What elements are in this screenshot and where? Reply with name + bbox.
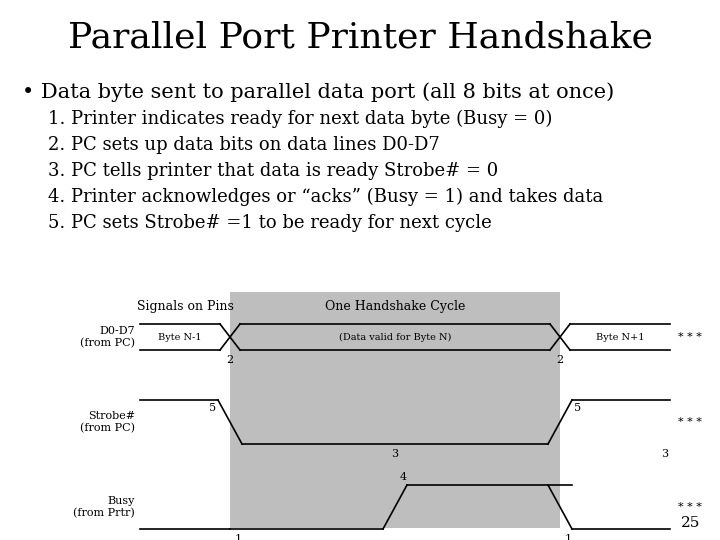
Text: Busy
(from Prtr): Busy (from Prtr) [73, 496, 135, 518]
Text: 4. Printer acknowledges or “acks” (Busy = 1) and takes data: 4. Printer acknowledges or “acks” (Busy … [48, 188, 603, 206]
Text: * * *: * * * [678, 417, 702, 427]
Text: 5: 5 [209, 403, 216, 413]
Text: Byte N+1: Byte N+1 [595, 333, 644, 341]
Text: (Data valid for Byte N): (Data valid for Byte N) [339, 333, 451, 342]
Text: 5: 5 [574, 403, 581, 413]
Text: 4: 4 [400, 472, 407, 482]
Text: Byte N-1: Byte N-1 [158, 333, 202, 341]
Text: * * *: * * * [678, 502, 702, 512]
Text: Signals on Pins: Signals on Pins [137, 300, 233, 313]
Text: 2. PC sets up data bits on data lines D0-D7: 2. PC sets up data bits on data lines D0… [48, 136, 440, 154]
Text: Parallel Port Printer Handshake: Parallel Port Printer Handshake [68, 20, 652, 54]
Text: 25: 25 [680, 516, 700, 530]
Text: 3: 3 [662, 449, 669, 459]
Bar [230, 292, 560, 528]
Text: 2: 2 [226, 355, 233, 365]
Text: Strobe#
(from PC): Strobe# (from PC) [80, 411, 135, 433]
Text: 1: 1 [565, 534, 572, 540]
Text: * * *: * * * [678, 332, 702, 342]
Text: 1. Printer indicates ready for next data byte (Busy = 0): 1. Printer indicates ready for next data… [48, 110, 552, 128]
Text: 1: 1 [235, 534, 242, 540]
Text: 2: 2 [557, 355, 564, 365]
Text: One Handshake Cycle: One Handshake Cycle [325, 300, 465, 313]
Text: 3: 3 [392, 449, 399, 459]
Text: 5. PC sets Strobe# =1 to be ready for next cycle: 5. PC sets Strobe# =1 to be ready for ne… [48, 214, 492, 232]
Text: D0-D7
(from PC): D0-D7 (from PC) [80, 326, 135, 348]
Text: 3. PC tells printer that data is ready Strobe# = 0: 3. PC tells printer that data is ready S… [48, 162, 498, 180]
Text: • Data byte sent to parallel data port (all 8 bits at once): • Data byte sent to parallel data port (… [22, 82, 614, 102]
